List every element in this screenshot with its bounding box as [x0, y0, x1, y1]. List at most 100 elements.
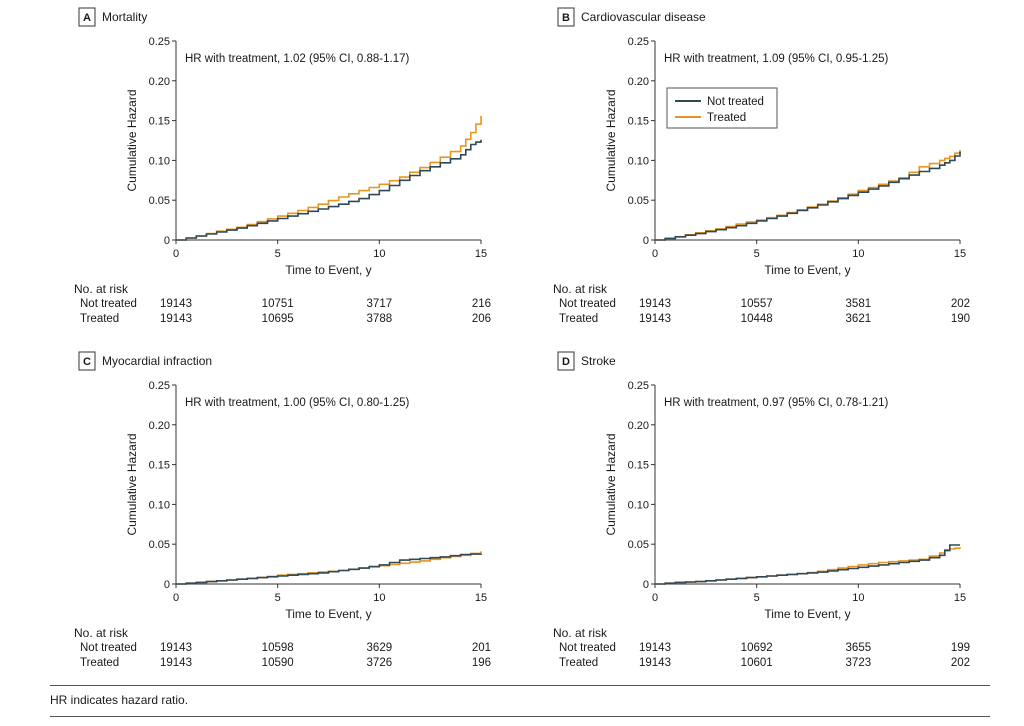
y-tick-label: 0.15 [149, 460, 170, 472]
panel-letter-box [557, 351, 575, 371]
x-tick-label: 10 [852, 248, 864, 260]
risk-table: No. at risk Not treated 19143 10692 3655 199 T… [553, 626, 970, 669]
risk-value: 10692 [741, 642, 773, 654]
series-line-not-treated [176, 139, 482, 241]
risk-row-label: Not treated [559, 298, 616, 310]
risk-value: 196 [472, 657, 491, 669]
y-tick-label: 0.20 [149, 420, 170, 432]
y-tick-label: 0 [643, 235, 649, 247]
series-line-treated [655, 547, 961, 585]
risk-value: 202 [951, 657, 970, 669]
panel-letter: A [83, 12, 91, 24]
hr-annotation: HR with treatment, 1.09 (95% CI, 0.95-1.… [664, 53, 889, 65]
series-line-not-treated [655, 151, 961, 241]
risk-table: No. at risk Not treated 19143 10751 3717 216 T… [74, 282, 491, 325]
risk-table-heading: No. at risk [74, 282, 129, 296]
footnote-rule-bottom [50, 716, 990, 717]
risk-row-label: Treated [80, 657, 119, 669]
x-tick-label: 0 [652, 248, 658, 260]
legend-label: Treated [707, 112, 746, 124]
x-axis-label: Time to Event, y [285, 607, 371, 621]
y-tick-label: 0.20 [628, 76, 649, 88]
legend-label: Not treated [707, 96, 764, 108]
x-tick-label: 0 [173, 592, 179, 604]
panel-letter-box [557, 7, 575, 27]
series-line-not-treated [176, 553, 482, 585]
series-line-not-treated [655, 544, 960, 585]
panel-title: Stroke [581, 354, 616, 368]
risk-value: 19143 [639, 657, 671, 669]
risk-row-label: Treated [559, 313, 598, 325]
y-tick-label: 0.05 [628, 195, 649, 207]
y-tick-label: 0.05 [149, 539, 170, 551]
risk-value: 19143 [639, 313, 671, 325]
risk-value: 3723 [846, 657, 872, 669]
risk-value: 206 [472, 313, 491, 325]
panel-title: Myocardial infraction [102, 354, 212, 368]
x-axis-label: Time to Event, y [764, 607, 850, 621]
risk-value: 19143 [160, 657, 192, 669]
panel-letter: B [562, 12, 570, 24]
x-tick-label: 15 [954, 248, 966, 260]
y-tick-label: 0.10 [628, 155, 649, 167]
y-tick-label: 0 [164, 235, 170, 247]
risk-table-heading: No. at risk [553, 282, 608, 296]
y-axis-label: Cumulative Hazard [125, 433, 139, 535]
risk-table: No. at risk Not treated 19143 10598 3629 201 T… [74, 626, 491, 669]
panel-letter: C [83, 356, 91, 368]
y-tick-label: 0.15 [628, 460, 649, 472]
panel-letter-box [78, 351, 96, 371]
hr-annotation: HR with treatment, 1.02 (95% CI, 0.88-1.… [185, 53, 410, 65]
x-tick-label: 15 [475, 592, 487, 604]
footnote-rule-top [50, 685, 990, 686]
risk-value: 199 [951, 642, 970, 654]
series-line-treated [176, 551, 482, 585]
risk-value: 3788 [367, 313, 393, 325]
x-tick-label: 0 [652, 592, 658, 604]
y-tick-label: 0.10 [149, 155, 170, 167]
panel-title: Cardiovascular disease [581, 10, 706, 24]
risk-value: 10751 [262, 298, 294, 310]
risk-value: 19143 [639, 642, 671, 654]
x-tick-label: 10 [373, 592, 385, 604]
y-axis-label: Cumulative Hazard [604, 433, 618, 535]
x-tick-label: 10 [852, 592, 864, 604]
y-tick-label: 0.15 [149, 116, 170, 128]
x-tick-label: 5 [275, 248, 281, 260]
panel-letter-box [78, 7, 96, 27]
y-tick-label: 0.20 [628, 420, 649, 432]
risk-row-label: Treated [80, 313, 119, 325]
risk-value: 10590 [262, 657, 294, 669]
x-tick-label: 15 [475, 248, 487, 260]
hr-annotation: HR with treatment, 1.00 (95% CI, 0.80-1.… [185, 397, 410, 409]
risk-value: 3629 [367, 642, 393, 654]
x-tick-label: 15 [954, 592, 966, 604]
risk-value: 216 [472, 298, 491, 310]
y-tick-label: 0.05 [628, 539, 649, 551]
panel-b: B Cardiovascular disease 0 0.05 0.10 0.15 0.20… [553, 7, 970, 325]
series-line-treated [655, 150, 961, 241]
y-tick-label: 0 [643, 579, 649, 591]
legend: Not treated Treated [666, 87, 778, 129]
risk-value: 3621 [846, 313, 872, 325]
risk-value: 201 [472, 642, 491, 654]
y-tick-label: 0.25 [628, 36, 649, 48]
y-axis-label: Cumulative Hazard [125, 89, 139, 191]
risk-value: 10601 [741, 657, 773, 669]
risk-value: 3726 [367, 657, 393, 669]
risk-value: 19143 [160, 313, 192, 325]
risk-value: 10695 [262, 313, 294, 325]
panel-c: C Myocardial infraction 0 0.05 0.10 0.15 0.20 0… [74, 351, 491, 669]
risk-table: No. at risk Not treated 19143 10557 3581 202 T… [553, 282, 970, 325]
risk-value: 10557 [741, 298, 773, 310]
panel-letter: D [562, 356, 570, 368]
risk-value: 19143 [160, 642, 192, 654]
x-tick-label: 0 [173, 248, 179, 260]
series-line-treated [176, 115, 482, 241]
y-tick-label: 0 [164, 579, 170, 591]
risk-value: 10448 [741, 313, 773, 325]
panel-title: Mortality [102, 10, 147, 24]
y-tick-label: 0.25 [149, 380, 170, 392]
x-tick-label: 10 [373, 248, 385, 260]
risk-table-heading: No. at risk [553, 626, 608, 640]
